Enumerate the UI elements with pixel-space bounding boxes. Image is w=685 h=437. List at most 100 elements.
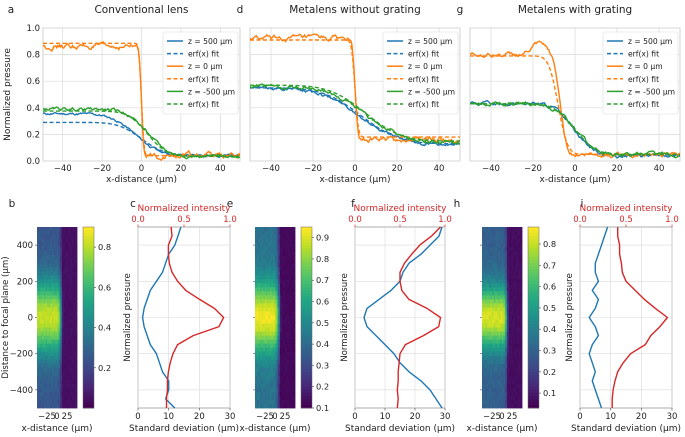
heatmap-cell — [265, 259, 268, 264]
heatmap-cell — [503, 275, 506, 280]
heatmap-cell — [513, 303, 516, 308]
heatmap-cell — [62, 303, 65, 308]
heatmap-cell — [293, 307, 296, 312]
heatmap-cell — [291, 347, 294, 353]
heatmap-cell — [283, 295, 286, 300]
heatmap-cell — [60, 391, 63, 397]
heatmap-cell — [505, 363, 508, 369]
heatmap-cell — [283, 319, 286, 324]
heatmap-cell — [518, 403, 521, 409]
heatmap-cell — [500, 379, 503, 385]
colorbar-segment — [301, 275, 312, 279]
heatmap-cell — [507, 395, 510, 401]
heatmap-cell — [505, 343, 508, 349]
heatmap-cell — [510, 351, 513, 357]
heatmap-cell — [488, 347, 491, 353]
heatmap-cell — [503, 243, 506, 248]
heatmap-cell — [271, 339, 274, 345]
heatmap-cell — [288, 291, 291, 296]
heatmap-cell — [503, 259, 506, 264]
heatmap-cell — [487, 383, 490, 389]
heatmap-cell — [50, 379, 53, 385]
heatmap-cell — [512, 227, 515, 232]
series-line-green — [250, 83, 460, 145]
heatmap-cell — [60, 363, 63, 369]
heatmap-cell — [72, 359, 75, 365]
heatmap-cell — [285, 295, 288, 300]
heatmap-cell — [40, 331, 43, 336]
heatmap-cell — [503, 375, 506, 381]
heatmap-cell — [40, 339, 43, 345]
legend-label: z = 500 µm — [628, 37, 672, 46]
heatmap-cell — [500, 327, 503, 332]
heatmap-cell — [265, 399, 268, 405]
heatmap-cell — [75, 339, 78, 345]
colorbar-segment — [528, 251, 539, 255]
heatmap-cell — [261, 235, 264, 240]
heatmap-cell — [291, 335, 294, 341]
heatmap-cell — [483, 383, 486, 389]
heatmap-cell — [52, 403, 55, 409]
heatmap-cell — [490, 327, 493, 332]
heatmap-cell — [495, 395, 498, 401]
heatmap-cell — [497, 383, 500, 389]
heatmap-cell — [73, 367, 76, 373]
colorbar-segment — [83, 362, 94, 367]
heatmap-cell — [515, 315, 518, 320]
heatmap-cell — [53, 375, 56, 381]
heatmap-cell — [273, 275, 276, 280]
heatmap-cell — [63, 295, 66, 300]
heatmap-cell — [512, 275, 515, 280]
heatmap-cell — [75, 347, 78, 353]
heatmap-cell — [57, 263, 60, 268]
heatmap-cell — [488, 259, 491, 264]
heatmap-cell — [482, 359, 485, 365]
heatmap-cell — [43, 315, 46, 320]
heatmap-cell — [513, 271, 516, 276]
heatmap-cell — [273, 291, 276, 296]
heatmap-cell — [278, 319, 281, 324]
heatmap-cell — [288, 283, 291, 288]
y-tick-label: 0.2 — [26, 130, 40, 140]
heatmap-cell — [52, 331, 55, 336]
heatmap-cell — [518, 383, 521, 389]
heatmap-cell — [45, 295, 48, 300]
colorbar-segment — [528, 380, 539, 385]
heatmap-cell — [280, 331, 283, 336]
heatmap-cell — [72, 319, 75, 324]
heatmap-cell — [72, 351, 75, 357]
heatmap-cell — [293, 375, 296, 381]
heatmap-cell — [62, 231, 65, 236]
heatmap-cell — [488, 255, 491, 260]
heatmap-cell — [55, 347, 58, 353]
legend-label: erf(x) fit — [408, 100, 439, 109]
heatmap-cell — [512, 283, 515, 288]
colorbar-segment — [528, 389, 539, 394]
heatmap-cell — [261, 259, 264, 264]
heatmap-cell — [508, 347, 511, 353]
heatmap-cell — [281, 287, 284, 292]
colorbar-segment — [301, 245, 312, 249]
heatmap-cell — [65, 315, 68, 320]
heatmap-cell — [37, 331, 40, 336]
heatmap-cell — [57, 251, 60, 256]
heatmap-cell — [498, 331, 501, 336]
heatmap-cell — [275, 359, 278, 365]
legend-label: z = 500 µm — [188, 37, 232, 46]
heatmap-cell — [263, 263, 266, 268]
heatmap-cell — [38, 335, 41, 341]
heatmap-cell — [490, 299, 493, 304]
x-tick-label: −40 — [54, 164, 72, 174]
colorbar-tick-label: 0.7 — [316, 275, 329, 285]
heatmap-cell — [72, 307, 75, 312]
heatmap-cell — [258, 263, 261, 268]
heatmap-cell — [260, 335, 263, 341]
colorbar-segment — [528, 242, 539, 246]
heatmap-cell — [52, 367, 55, 373]
heatmap-cell — [261, 227, 264, 232]
heatmap-cell — [288, 251, 291, 256]
heatmap-cell — [256, 255, 259, 260]
heatmap-cell — [505, 247, 508, 252]
heatmap-cell — [63, 371, 66, 377]
heatmap-cell — [520, 359, 523, 365]
